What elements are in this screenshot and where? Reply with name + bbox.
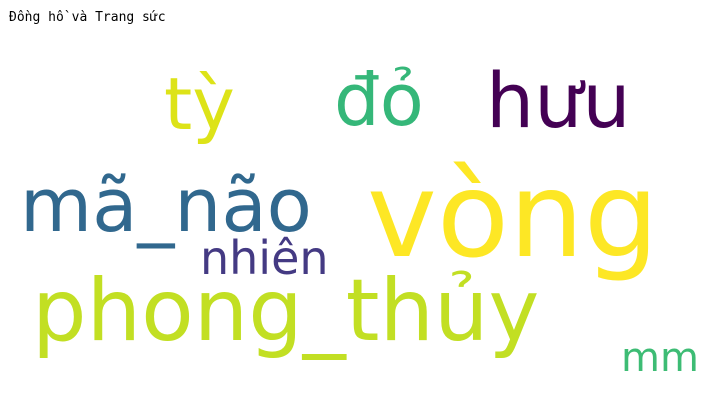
- page-title: Đồng hồ và Trang sức: [9, 10, 166, 25]
- word-huu: hưu: [486, 56, 631, 145]
- word-phong-thuy: phong_thủy: [32, 261, 539, 361]
- word-vong: vòng: [367, 146, 659, 284]
- word-ma-nao: mã_não: [20, 163, 312, 249]
- word-ty: tỳ: [164, 62, 235, 146]
- word-do: đỏ: [334, 58, 424, 142]
- word-mm: mm: [621, 335, 699, 381]
- word-nhien: nhiên: [200, 231, 329, 285]
